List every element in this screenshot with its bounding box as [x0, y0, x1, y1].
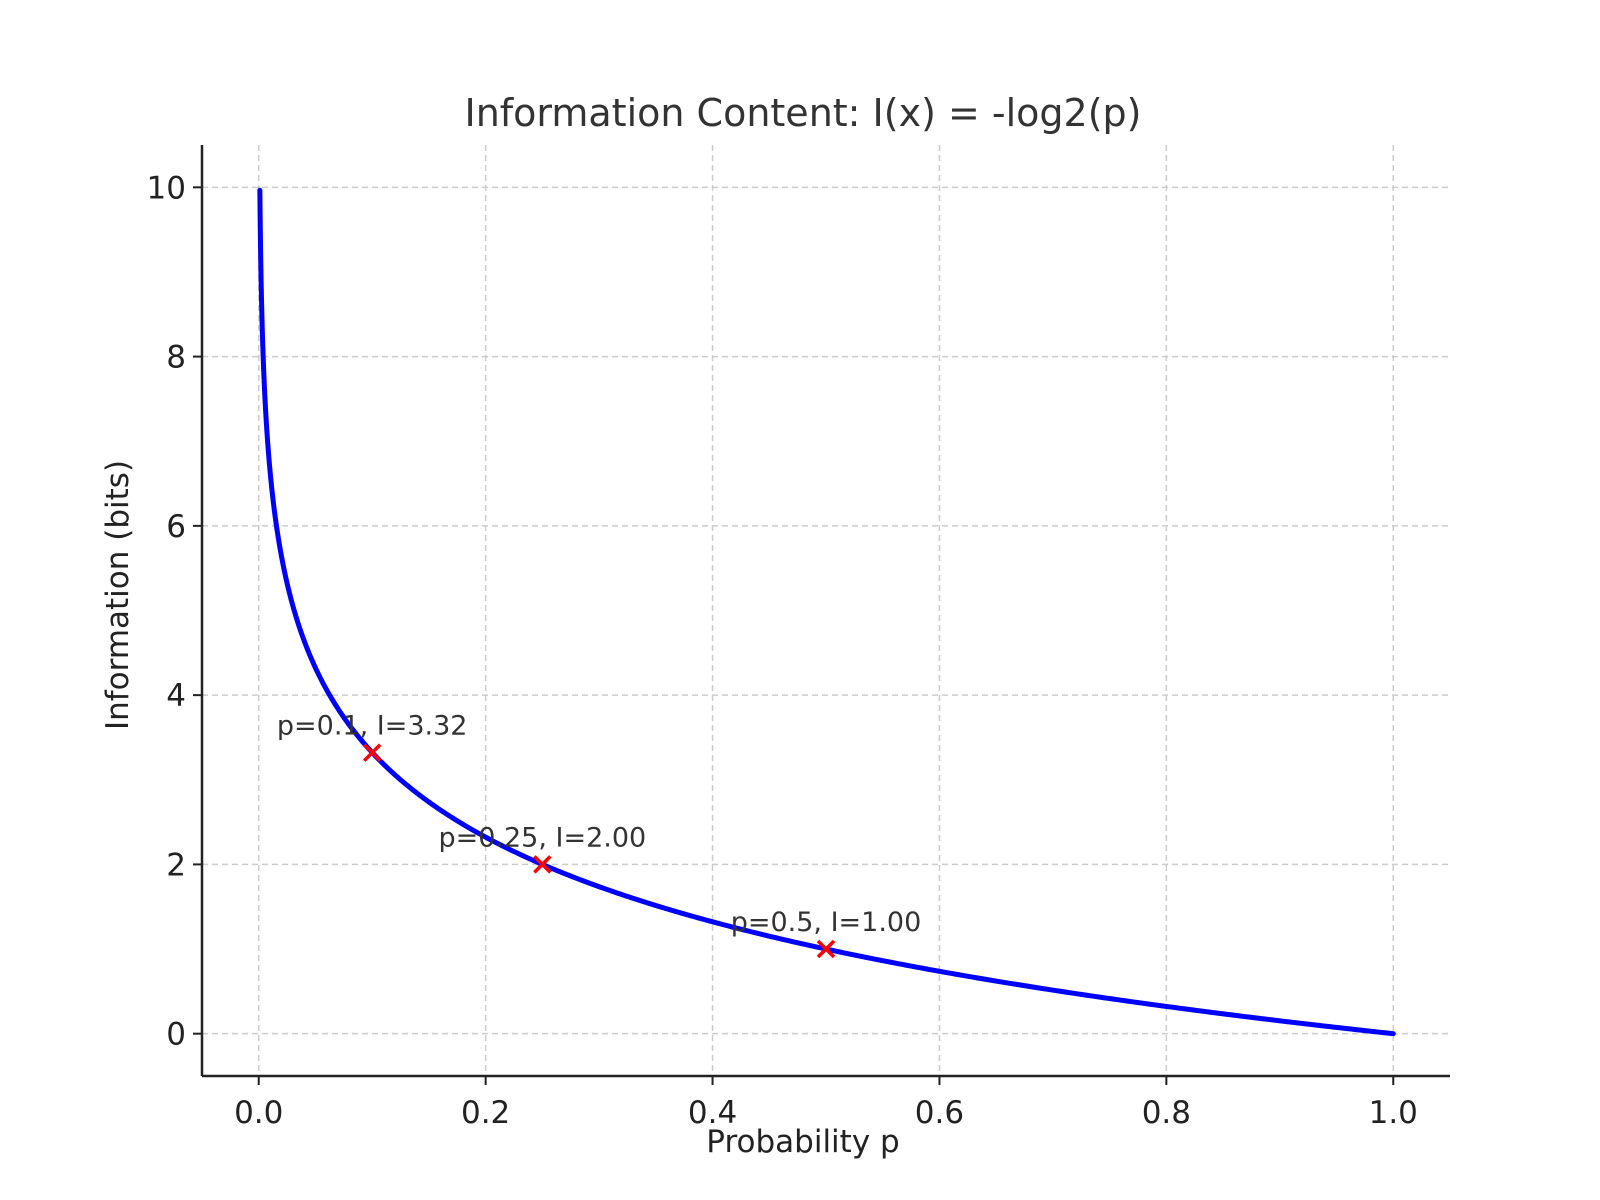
- grid: [202, 145, 1450, 1076]
- point-annotation: p=0.1, I=3.32: [277, 711, 468, 742]
- x-tick-label: 1.0: [1369, 1095, 1418, 1131]
- y-tick-label: 10: [147, 170, 186, 206]
- chart-title: Information Content: I(x) = -log2(p): [465, 91, 1142, 135]
- x-tick-label: 0.6: [915, 1095, 964, 1131]
- highlight-points: p=0.1, I=3.32 p=0.25, I=2.00 p=0.5, I=1.00: [277, 711, 922, 959]
- highlight-point: [533, 855, 552, 874]
- x-tick-label: 0.2: [461, 1095, 510, 1131]
- axes: [193, 145, 1450, 1085]
- point-annotation: p=0.5, I=1.00: [731, 907, 922, 938]
- point-marker-stroke: [816, 939, 836, 959]
- y-tick-label: 4: [166, 678, 186, 714]
- y-tick-label: 6: [166, 509, 186, 545]
- x-axis-label: Probability p: [706, 1124, 899, 1160]
- y-axis-label: Information (bits): [100, 460, 136, 730]
- tick-labels: 0.0 0.2 0.4 0.6 0.8 1.0 0 2 4 6 8 10: [147, 170, 1418, 1131]
- x-tick-label: 0.4: [688, 1095, 737, 1131]
- point-marker-stroke: [533, 855, 552, 874]
- x-tick-label: 0.0: [234, 1095, 283, 1131]
- y-tick-label: 0: [166, 1017, 186, 1053]
- point-annotation: p=0.25, I=2.00: [438, 822, 646, 853]
- highlight-point: [816, 939, 836, 959]
- highlight-point: [362, 743, 382, 762]
- point-marker-stroke: [362, 743, 382, 762]
- x-tick-label: 0.8: [1142, 1095, 1191, 1131]
- y-tick-label: 8: [166, 340, 186, 376]
- y-tick-label: 2: [166, 847, 186, 883]
